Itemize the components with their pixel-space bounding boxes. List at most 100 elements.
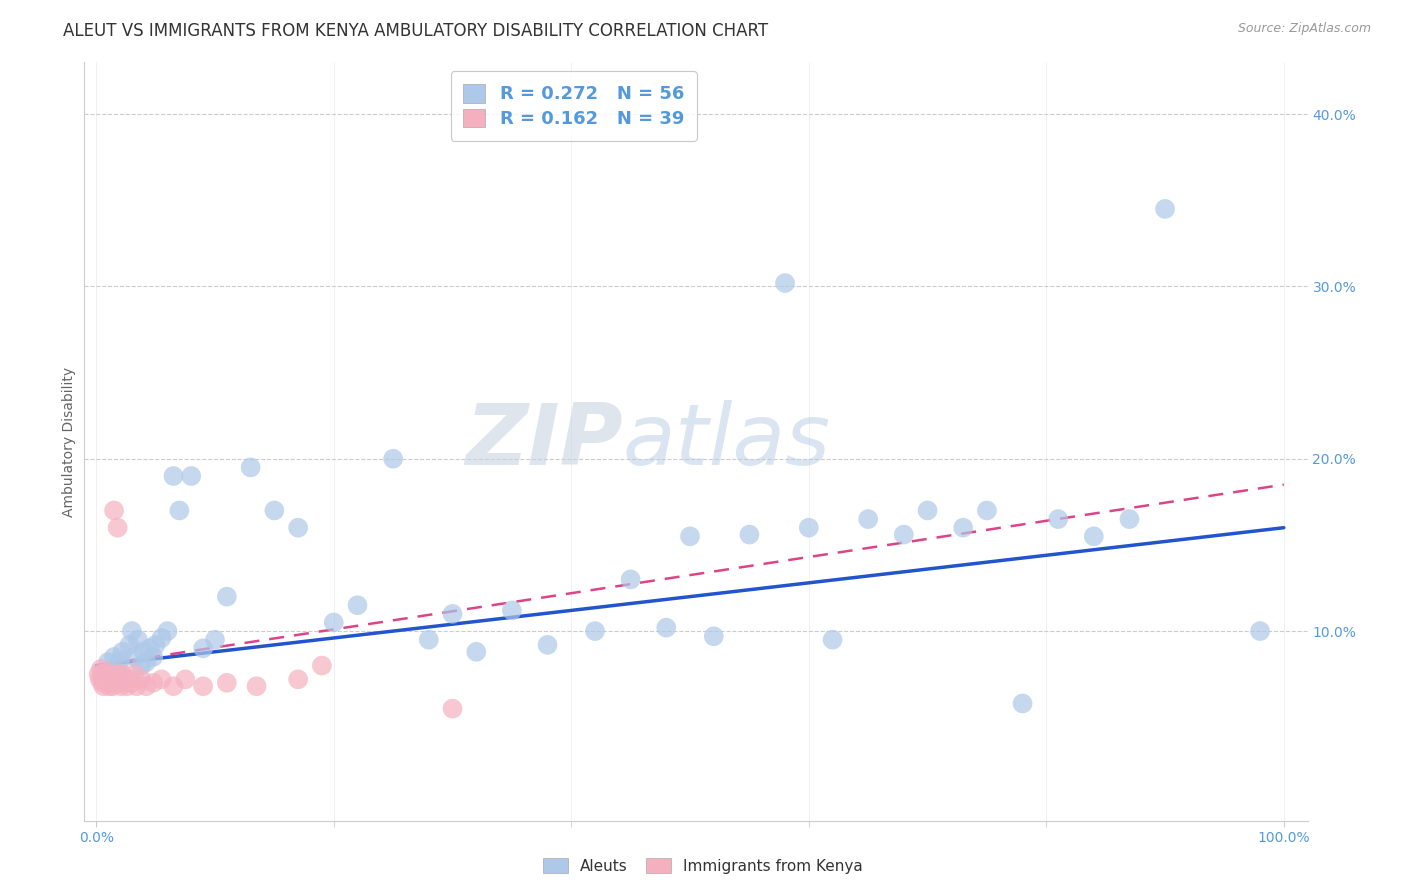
- Point: [97, 655, 120, 669]
- Point: [162, 469, 184, 483]
- Point: [917, 503, 939, 517]
- Point: [287, 521, 309, 535]
- Point: [1118, 512, 1140, 526]
- Point: [114, 675, 136, 690]
- Point: [150, 631, 173, 645]
- Point: [191, 641, 214, 656]
- Point: [110, 679, 132, 693]
- Point: [583, 624, 606, 639]
- Point: [215, 590, 238, 604]
- Legend: Aleuts, Immigrants from Kenya: Aleuts, Immigrants from Kenya: [537, 852, 869, 880]
- Point: [441, 701, 464, 715]
- Point: [122, 649, 145, 664]
- Point: [893, 527, 915, 541]
- Point: [115, 673, 138, 687]
- Text: atlas: atlas: [623, 400, 831, 483]
- Point: [797, 521, 820, 535]
- Point: [111, 667, 134, 681]
- Point: [100, 673, 122, 687]
- Point: [239, 460, 262, 475]
- Point: [738, 527, 761, 541]
- Point: [121, 675, 143, 690]
- Point: [346, 599, 368, 613]
- Point: [976, 503, 998, 517]
- Point: [111, 645, 134, 659]
- Point: [93, 669, 115, 683]
- Point: [93, 679, 115, 693]
- Point: [108, 673, 131, 687]
- Point: [87, 667, 110, 681]
- Point: [105, 667, 128, 681]
- Point: [131, 673, 153, 687]
- Point: [118, 638, 141, 652]
- Point: [1083, 529, 1105, 543]
- Point: [145, 638, 167, 652]
- Point: [100, 675, 122, 690]
- Point: [174, 673, 197, 687]
- Point: [245, 679, 267, 693]
- Point: [382, 451, 405, 466]
- Point: [150, 673, 173, 687]
- Point: [441, 607, 464, 621]
- Point: [856, 512, 879, 526]
- Point: [169, 503, 191, 517]
- Point: [101, 679, 124, 693]
- Legend: R = 0.272   N = 56, R = 0.162   N = 39: R = 0.272 N = 56, R = 0.162 N = 39: [451, 71, 696, 141]
- Point: [115, 679, 138, 693]
- Point: [89, 673, 111, 687]
- Point: [536, 638, 558, 652]
- Point: [91, 675, 114, 690]
- Point: [127, 632, 149, 647]
- Point: [125, 679, 148, 693]
- Point: [655, 621, 678, 635]
- Point: [287, 673, 309, 687]
- Point: [703, 629, 725, 643]
- Point: [131, 658, 153, 673]
- Point: [418, 632, 440, 647]
- Point: [91, 667, 114, 681]
- Point: [142, 675, 165, 690]
- Point: [121, 624, 143, 639]
- Text: ZIP: ZIP: [465, 400, 623, 483]
- Point: [821, 632, 844, 647]
- Point: [1249, 624, 1271, 639]
- Point: [97, 675, 120, 690]
- Point: [215, 675, 238, 690]
- Point: [465, 645, 488, 659]
- Point: [162, 679, 184, 693]
- Point: [156, 624, 179, 639]
- Point: [132, 645, 155, 659]
- Point: [108, 653, 131, 667]
- Point: [263, 503, 285, 517]
- Point: [135, 679, 157, 693]
- Point: [204, 632, 226, 647]
- Point: [96, 665, 118, 680]
- Point: [679, 529, 702, 543]
- Point: [118, 673, 141, 687]
- Point: [90, 662, 112, 676]
- Point: [107, 658, 129, 673]
- Text: Source: ZipAtlas.com: Source: ZipAtlas.com: [1237, 22, 1371, 36]
- Point: [1011, 697, 1033, 711]
- Point: [122, 667, 145, 681]
- Y-axis label: Ambulatory Disability: Ambulatory Disability: [62, 367, 76, 516]
- Point: [322, 615, 344, 630]
- Point: [180, 469, 202, 483]
- Point: [107, 675, 129, 690]
- Point: [103, 503, 125, 517]
- Point: [952, 521, 974, 535]
- Text: ALEUT VS IMMIGRANTS FROM KENYA AMBULATORY DISABILITY CORRELATION CHART: ALEUT VS IMMIGRANTS FROM KENYA AMBULATOR…: [63, 22, 769, 40]
- Point: [773, 276, 796, 290]
- Point: [191, 679, 214, 693]
- Point: [94, 673, 117, 687]
- Point: [311, 658, 333, 673]
- Point: [501, 603, 523, 617]
- Point: [142, 649, 165, 664]
- Point: [1047, 512, 1070, 526]
- Point: [1154, 202, 1177, 216]
- Point: [104, 673, 127, 687]
- Point: [103, 649, 125, 664]
- Point: [107, 521, 129, 535]
- Point: [620, 573, 643, 587]
- Point: [138, 641, 160, 656]
